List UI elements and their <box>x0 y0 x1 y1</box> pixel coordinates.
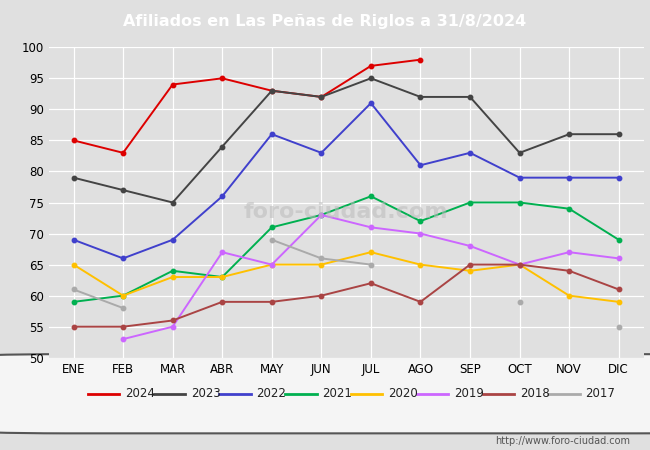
Text: 2020: 2020 <box>388 387 418 400</box>
Text: 2023: 2023 <box>191 387 220 400</box>
Text: 2024: 2024 <box>125 387 155 400</box>
Text: foro-ciudad.com: foro-ciudad.com <box>244 202 448 222</box>
Text: 2018: 2018 <box>520 387 549 400</box>
Text: Afiliados en Las Peñas de Riglos a 31/8/2024: Afiliados en Las Peñas de Riglos a 31/8/… <box>124 14 526 29</box>
Text: 2021: 2021 <box>322 387 352 400</box>
FancyBboxPatch shape <box>0 354 650 433</box>
Text: 2017: 2017 <box>586 387 616 400</box>
Text: 2022: 2022 <box>257 387 287 400</box>
Text: http://www.foro-ciudad.com: http://www.foro-ciudad.com <box>495 436 630 446</box>
Text: 2019: 2019 <box>454 387 484 400</box>
